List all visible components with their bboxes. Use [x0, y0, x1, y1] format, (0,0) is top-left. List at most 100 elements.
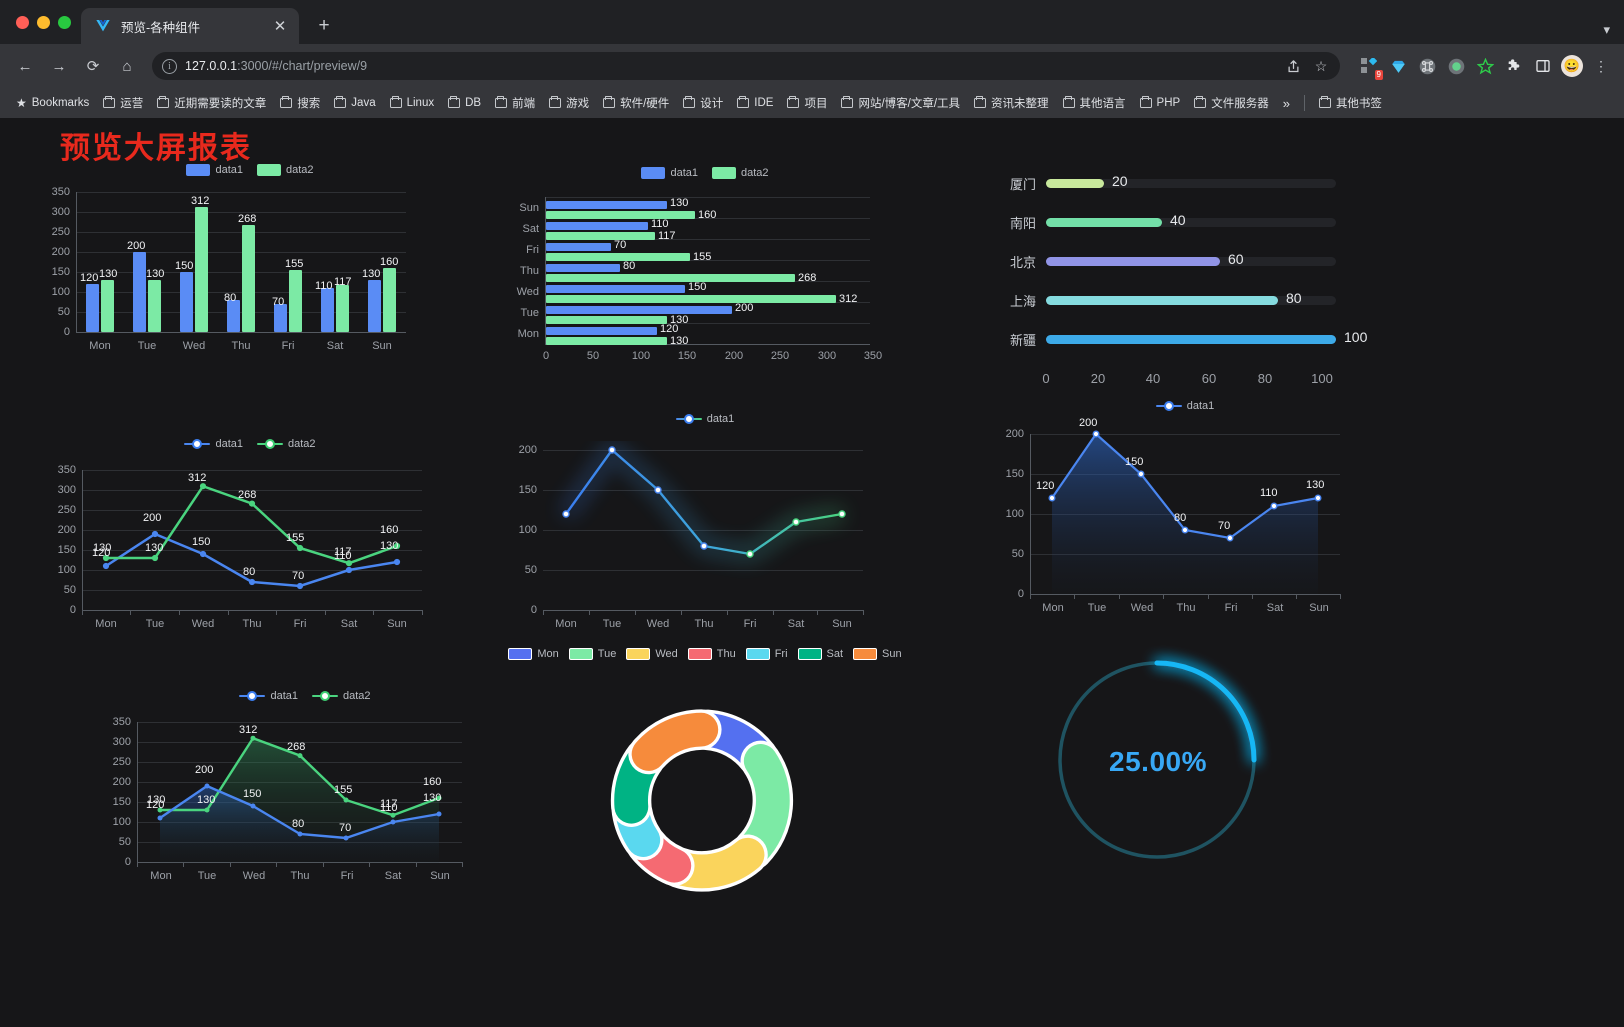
bookmark-folder[interactable]: 搜索 [274, 92, 326, 114]
legend-item[interactable]: data1 [641, 167, 698, 179]
bar-data1[interactable] [546, 222, 648, 230]
bar-data2[interactable] [546, 295, 836, 303]
bar-data1[interactable] [133, 252, 146, 332]
tab-list-chevron-icon[interactable]: ▾ [1603, 22, 1610, 37]
legend-item[interactable]: data2 [257, 438, 316, 450]
avatar[interactable]: 😀 [1559, 53, 1585, 79]
legend-item[interactable]: Wed [626, 648, 678, 660]
bookmarks-overflow-button[interactable]: » [1282, 95, 1290, 111]
close-tab-icon[interactable]: ✕ [273, 18, 287, 35]
bar-data2[interactable] [242, 225, 255, 332]
bar-data2[interactable] [148, 280, 161, 332]
site-info-icon[interactable]: i [162, 58, 177, 74]
progress-row[interactable]: 厦门 20 [990, 173, 1350, 193]
share-icon[interactable] [1280, 53, 1306, 79]
bar-data1[interactable] [546, 243, 611, 251]
bookmark-folder[interactable]: 项目 [781, 92, 833, 114]
bar-data1[interactable] [368, 280, 381, 332]
legend-item[interactable]: Sat [797, 648, 843, 660]
legend-item[interactable]: data1 [184, 438, 243, 450]
diamond-icon[interactable] [1385, 53, 1411, 79]
legend-item[interactable]: data2 [257, 164, 314, 176]
back-button[interactable]: ← [17, 57, 33, 75]
bookmark-folder[interactable]: 资讯未整理 [968, 92, 1055, 114]
address-bar[interactable]: i 127.0.0.1:3000/#/chart/preview/9 ☆ [152, 52, 1340, 80]
y-tick: 350 [57, 464, 76, 476]
bar-data2[interactable] [546, 274, 795, 282]
legend-item[interactable]: Sun [853, 648, 902, 660]
x-tick: Sun [387, 618, 407, 630]
legend-item[interactable]: data1 [675, 413, 734, 425]
bookmark-folder[interactable]: 前端 [489, 92, 541, 114]
bookmark-folder[interactable]: IDE [731, 94, 779, 112]
bar-data2[interactable] [546, 337, 667, 345]
command-icon[interactable] [1414, 53, 1440, 79]
maximize-window-button[interactable] [58, 15, 71, 29]
progress-value: 80 [1286, 290, 1302, 306]
browser-tab[interactable]: 预览-各种组件 ✕ [81, 8, 299, 44]
bookmark-folder[interactable]: 网站/博客/文章/工具 [835, 92, 966, 114]
bookmark-folder[interactable]: 游戏 [543, 92, 595, 114]
legend-item[interactable]: data1 [1155, 400, 1214, 412]
puzzle-icon[interactable] [1501, 53, 1527, 79]
bookmark-manager-item[interactable]: ★ Bookmarks [10, 93, 95, 113]
bar-data2[interactable] [195, 207, 208, 332]
browser-menu-icon[interactable]: ⋮ [1594, 57, 1608, 74]
bookmark-folder[interactable]: 文件服务器 [1188, 92, 1275, 114]
bookmark-folder[interactable]: DB [442, 94, 487, 112]
minimize-window-button[interactable] [37, 15, 50, 29]
legend-item[interactable]: Mon [508, 648, 559, 660]
legend-item[interactable]: data1 [186, 164, 243, 176]
bar-data2[interactable] [336, 285, 349, 332]
sidepanel-icon[interactable] [1530, 53, 1556, 79]
legend-item[interactable]: data1 [239, 690, 298, 702]
bars-container: 130 160 110 117 70 155 80 268 150 312 20… [546, 197, 871, 347]
bar-data1[interactable] [227, 300, 240, 332]
legend-item[interactable]: data2 [712, 167, 769, 179]
forward-button[interactable]: → [51, 57, 67, 75]
progress-row[interactable]: 北京 60 [990, 251, 1350, 271]
bar-data1[interactable] [274, 304, 287, 332]
page-title: 预览大屏报表 [60, 132, 252, 165]
legend-item[interactable]: Thu [687, 648, 736, 660]
progress-row[interactable]: 上海 80 [990, 290, 1350, 310]
bar-data1[interactable] [86, 284, 99, 332]
bar-data1[interactable] [546, 264, 620, 272]
bookmark-folder[interactable]: Java [328, 94, 381, 112]
grid-extension-icon[interactable]: 9 [1356, 53, 1383, 80]
bar-data1[interactable] [180, 272, 193, 332]
bookmark-label: Linux [406, 97, 435, 109]
bar-data1[interactable] [546, 327, 657, 335]
bookmark-folder[interactable]: 近期需要读的文章 [151, 92, 272, 114]
circle-green-icon[interactable] [1443, 53, 1469, 79]
bookmark-folder[interactable]: 运营 [97, 92, 149, 114]
bar-data2[interactable] [383, 268, 396, 332]
progress-row[interactable]: 新疆 100 [990, 329, 1367, 349]
progress-row[interactable]: 南阳 40 [990, 212, 1350, 232]
legend-item[interactable]: Fri [745, 648, 788, 660]
bar-data1[interactable] [321, 288, 334, 332]
bookmark-folder[interactable]: 其他语言 [1057, 92, 1132, 114]
bookmark-star-icon[interactable]: ☆ [1314, 57, 1328, 74]
legend-item[interactable]: Tue [568, 648, 616, 660]
home-button[interactable]: ⌂ [122, 57, 132, 75]
bar-data1[interactable] [546, 285, 685, 293]
bar-data2[interactable] [546, 316, 667, 324]
bar-data2[interactable] [289, 270, 302, 332]
bar-data1[interactable] [546, 201, 667, 209]
new-tab-button[interactable]: + [318, 15, 330, 36]
star-outline-green-icon[interactable] [1472, 53, 1498, 79]
bookmark-folder[interactable]: Linux [384, 94, 441, 112]
legend-item[interactable]: data2 [312, 690, 371, 702]
bookmark-folder[interactable]: 软件/硬件 [597, 92, 675, 114]
bookmark-folder[interactable]: PHP [1134, 94, 1187, 112]
bookmark-folder[interactable]: 设计 [677, 92, 729, 114]
bar-data2[interactable] [546, 232, 655, 240]
reload-button[interactable]: ⟳ [86, 58, 100, 75]
other-bookmarks-folder[interactable]: 其他书签 [1313, 92, 1388, 114]
close-window-button[interactable] [16, 15, 29, 29]
bar-data2[interactable] [101, 280, 114, 332]
bar-data2[interactable] [546, 253, 690, 261]
bar-data2[interactable] [546, 211, 695, 219]
bar-data1[interactable] [546, 306, 732, 314]
